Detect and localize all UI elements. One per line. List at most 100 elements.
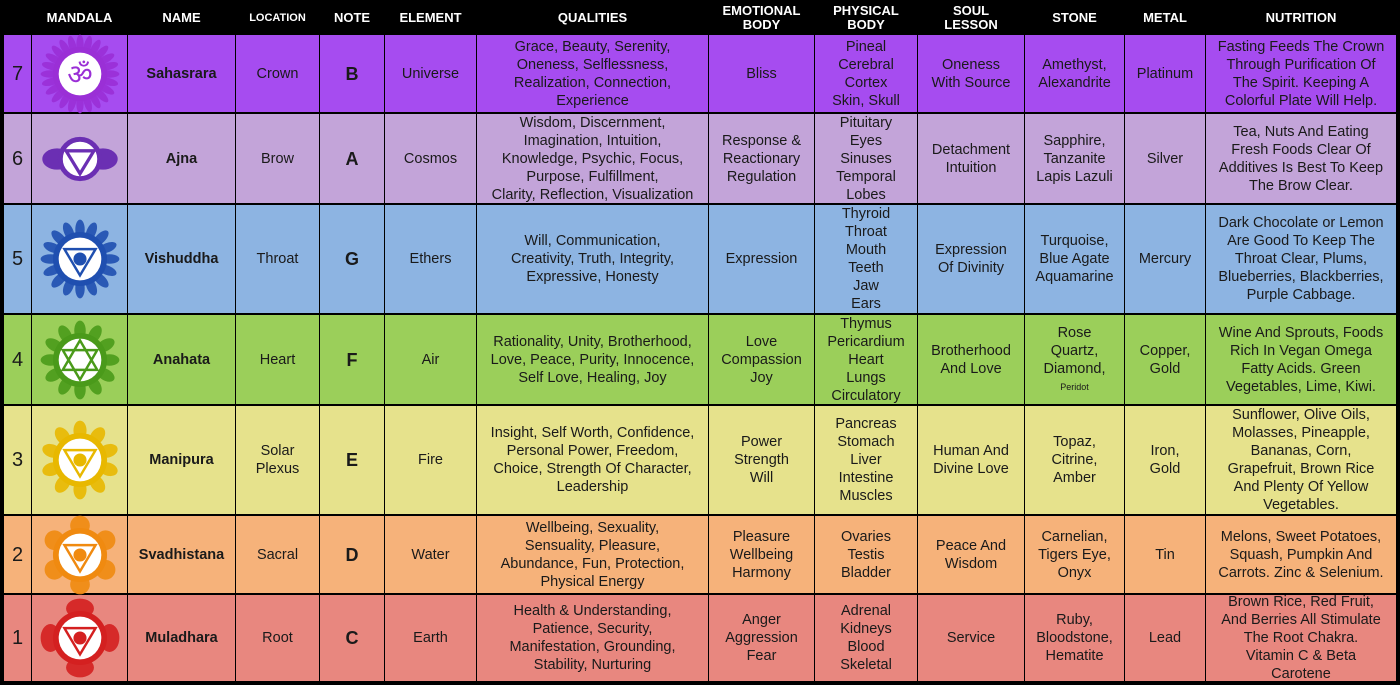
row-7-nutrition: Fasting Feeds The Crown Through Purifica… (1206, 35, 1396, 112)
row-1-element: Earth (385, 595, 476, 681)
row-7-qualities: Grace, Beauty, Serenity, Oneness, Selfle… (477, 35, 708, 112)
row-1-physical: Adrenal Kidneys Blood Skeletal (815, 595, 917, 681)
solar-plexus-mandala-icon (32, 406, 127, 514)
row-6-qualities: Wisdom, Discernment, Imagination, Intuit… (477, 114, 708, 203)
header-stone: STONE (1052, 9, 1097, 25)
row-3-soul: Human And Divine Love (918, 406, 1024, 514)
row-2-number: 2 (4, 516, 31, 593)
row-3-metal: Iron, Gold (1125, 406, 1205, 514)
header-qualities: QUALITIES (557, 9, 628, 25)
third-eye-mandala-icon (32, 114, 127, 203)
throat-mandala-icon (32, 205, 127, 313)
row-2-element: Water (385, 516, 476, 593)
row-6-name: Ajna (128, 114, 235, 203)
row-7-element: Universe (385, 35, 476, 112)
row-1-location: Root (236, 595, 319, 681)
header-element: ELEMENT (399, 9, 462, 25)
row-7-name: Sahasrara (128, 35, 235, 112)
header-nutrition: NUTRITION (1265, 9, 1337, 25)
row-5-emotional: Expression (709, 205, 814, 313)
row-7-stone: Amethyst, Alexandrite (1025, 35, 1124, 112)
row-5-element: Ethers (385, 205, 476, 313)
sacral-mandala-icon (32, 515, 127, 594)
crown-mandala-icon: ॐ (32, 34, 127, 113)
row-5-note: G (320, 205, 384, 313)
row-5-nutrition: Dark Chocolate or Lemon Are Good To Keep… (1206, 205, 1396, 313)
stone-label: Rose Quartz, Diamond, (1043, 324, 1106, 377)
root-mandala-icon (32, 595, 127, 681)
row-7-emotional: Bliss (709, 35, 814, 112)
row-1-qualities: Health & Understanding, Patience, Securi… (477, 595, 708, 681)
row-1-soul: Service (918, 595, 1024, 681)
header-metal: METAL (1143, 9, 1187, 25)
row-1-note: C (320, 595, 384, 681)
row-4-physical: Thymus Pericardium Heart Lungs Circulato… (815, 315, 917, 404)
row-2-nutrition: Melons, Sweet Potatoes, Squash, Pumpkin … (1206, 516, 1396, 593)
row-5-soul: Expression Of Divinity (918, 205, 1024, 313)
row-5-qualities: Will, Communication, Creativity, Truth, … (477, 205, 708, 313)
row-2-emotional: Pleasure Wellbeing Harmony (709, 516, 814, 593)
row-1-stone: Ruby, Bloodstone, Hematite (1025, 595, 1124, 681)
header-emotional: EMOTIONAL BODY (722, 2, 801, 32)
row-7-soul: Oneness With Source (918, 35, 1024, 112)
svg-text:ॐ: ॐ (67, 57, 92, 90)
row-6-location: Brow (236, 114, 319, 203)
header-physical: PHYSICAL BODY (833, 2, 899, 32)
row-2-note: D (320, 516, 384, 593)
row-4-stone: Rose Quartz, Diamond, Peridot (1025, 315, 1124, 404)
row-4-qualities: Rationality, Unity, Brotherhood, Love, P… (477, 315, 708, 404)
row-3-number: 3 (4, 406, 31, 514)
row-2-stone: Carnelian, Tigers Eye, Onyx (1025, 516, 1124, 593)
row-4-metal: Copper, Gold (1125, 315, 1205, 404)
row-1-emotional: Anger Aggression Fear (709, 595, 814, 681)
row-6-emotional: Response & Reactionary Regulation (709, 114, 814, 203)
header-name: NAME (162, 9, 201, 25)
row-5-number: 5 (4, 205, 31, 313)
row-5-metal: Mercury (1125, 205, 1205, 313)
header-note: NOTE (333, 9, 371, 25)
row-3-nutrition: Sunflower, Olive Oils, Molasses, Pineapp… (1206, 406, 1396, 514)
row-2-soul: Peace And Wisdom (918, 516, 1024, 593)
row-7-location: Crown (236, 35, 319, 112)
row-4-soul: Brotherhood And Love (918, 315, 1024, 404)
row-6-number: 6 (4, 114, 31, 203)
row-4-element: Air (385, 315, 476, 404)
row-7-number: 7 (4, 35, 31, 112)
row-3-note: E (320, 406, 384, 514)
row-3-physical: Pancreas Stomach Liver Intestine Muscles (815, 406, 917, 514)
row-3-element: Fire (385, 406, 476, 514)
row-4-location: Heart (236, 315, 319, 404)
row-3-stone: Topaz, Citrine, Amber (1025, 406, 1124, 514)
row-3-qualities: Insight, Self Worth, Confidence, Persona… (477, 406, 708, 514)
row-1-number: 1 (4, 595, 31, 681)
row-6-metal: Silver (1125, 114, 1205, 203)
row-6-element: Cosmos (385, 114, 476, 203)
row-7-metal: Platinum (1125, 35, 1205, 112)
stone-note: Peridot (1060, 381, 1089, 392)
heart-mandala-icon (32, 315, 127, 404)
row-6-soul: Detachment Intuition (918, 114, 1024, 203)
header-mandala: MANDALA (46, 9, 113, 25)
row-6-physical: Pituitary Eyes Sinuses Temporal Lobes (815, 114, 917, 203)
header-soul: SOUL LESSON (944, 2, 998, 32)
row-4-name: Anahata (128, 315, 235, 404)
row-4-note: F (320, 315, 384, 404)
row-3-emotional: Power Strength Will (709, 406, 814, 514)
row-6-note: A (320, 114, 384, 203)
row-2-location: Sacral (236, 516, 319, 593)
row-5-name: Vishuddha (128, 205, 235, 313)
row-7-note: B (320, 35, 384, 112)
row-3-name: Manipura (128, 406, 235, 514)
row-4-number: 4 (4, 315, 31, 404)
row-6-stone: Sapphire, Tanzanite Lapis Lazuli (1025, 114, 1124, 203)
row-2-qualities: Wellbeing, Sexuality, Sensuality, Pleasu… (477, 516, 708, 593)
row-2-name: Svadhistana (128, 516, 235, 593)
row-4-emotional: Love Compassion Joy (709, 315, 814, 404)
row-1-name: Muladhara (128, 595, 235, 681)
row-6-nutrition: Tea, Nuts And Eating Fresh Foods Clear O… (1206, 114, 1396, 203)
row-5-physical: Thyroid Throat Mouth Teeth Jaw Ears (815, 205, 917, 313)
row-2-metal: Tin (1125, 516, 1205, 593)
row-2-physical: Ovaries Testis Bladder (815, 516, 917, 593)
row-4-nutrition: Wine And Sprouts, Foods Rich In Vegan Om… (1206, 315, 1396, 404)
